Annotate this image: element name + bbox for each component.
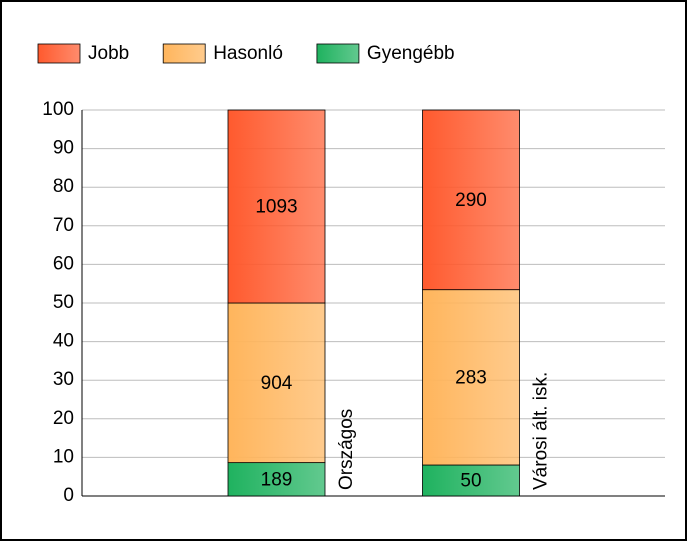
- bar-segment: [227, 302, 326, 464]
- legend-swatch: [37, 43, 81, 64]
- bar-segment: [422, 289, 520, 466]
- bar-segment: [227, 462, 326, 497]
- legend-label: Hasonló: [213, 43, 283, 64]
- y-tick-label: 50: [53, 292, 74, 313]
- x-tick-label: Országos: [336, 409, 357, 490]
- legend-label: Jobb: [88, 43, 129, 64]
- bar-segment: [227, 109, 326, 304]
- bar-segment: [422, 109, 520, 291]
- data-label: 189: [261, 469, 293, 490]
- legend-label: Gyengébb: [367, 43, 455, 64]
- data-label: 904: [261, 373, 293, 394]
- legend-swatch: [162, 43, 206, 64]
- y-tick-label: 40: [53, 331, 74, 352]
- data-label: 283: [455, 367, 487, 388]
- y-tick-label: 100: [42, 99, 74, 120]
- y-tick-label: 10: [53, 446, 74, 467]
- y-tick-label: 60: [53, 253, 74, 274]
- legend-swatch: [316, 43, 360, 64]
- data-label: 50: [460, 471, 481, 492]
- y-tick-label: 20: [53, 408, 74, 429]
- y-tick-label: 0: [63, 485, 74, 506]
- y-tick-label: 70: [53, 215, 74, 236]
- data-label: 290: [455, 190, 487, 211]
- x-tick-label: Városi ált. isk.: [531, 372, 552, 490]
- data-label: 1093: [255, 197, 297, 218]
- y-tick-label: 30: [53, 369, 74, 390]
- bar-segment: [422, 464, 520, 497]
- y-tick-label: 80: [53, 176, 74, 197]
- y-tick-label: 90: [53, 138, 74, 159]
